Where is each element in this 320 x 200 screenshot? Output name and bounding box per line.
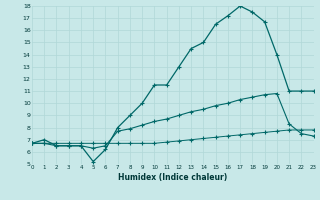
- X-axis label: Humidex (Indice chaleur): Humidex (Indice chaleur): [118, 173, 228, 182]
